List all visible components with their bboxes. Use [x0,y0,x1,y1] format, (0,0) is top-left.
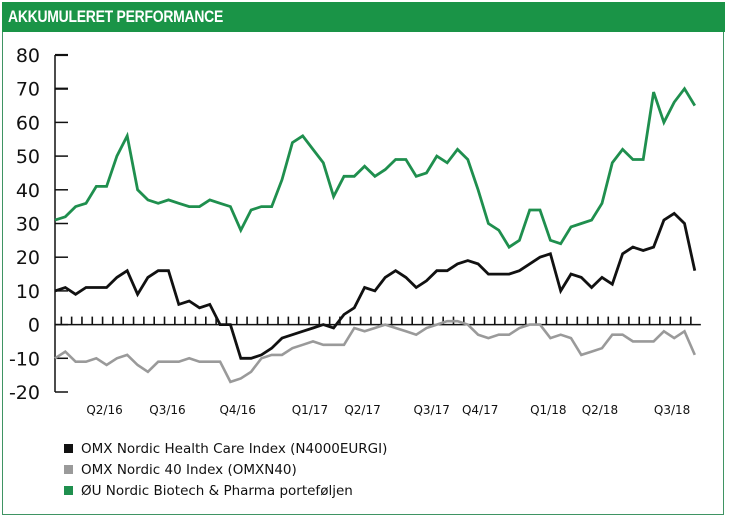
y-tick-label: 70 [16,79,40,101]
y-tick-label: -10 [9,348,40,370]
x-tick-label: Q2/16 [86,403,122,417]
legend-label-omx40: OMX Nordic 40 Index (OMXN40) [81,461,297,478]
x-tick-label: Q3/17 [413,403,449,417]
legend-item-omx40: OMX Nordic 40 Index (OMXN40) [64,459,387,480]
legend-item-health-care: OMX Nordic Health Care Index (N4000EURGI… [64,438,387,459]
x-tick-label: Q2/18 [582,403,618,417]
y-tick-label: 80 [16,45,40,67]
y-tick-label: 10 [16,281,40,303]
x-tick-label: Q2/17 [344,403,380,417]
y-tick-label: 60 [16,112,40,134]
chart-title: AKKUMULERET PERFORMANCE [8,7,224,26]
chart-header: AKKUMULERET PERFORMANCE [2,2,725,32]
series-line-omx40 [54,319,696,384]
x-tick-label: Q3/18 [654,403,690,417]
series-line-health-care [54,211,697,360]
legend-swatch-biotech [64,486,73,495]
x-tick-label: Q3/16 [149,403,185,417]
x-tick-label: Q4/17 [462,403,498,417]
y-tick-label: 40 [16,180,40,202]
legend-label-health-care: OMX Nordic Health Care Index (N4000EURGI… [81,440,388,457]
y-tick-label: 20 [16,247,40,269]
legend: OMX Nordic Health Care Index (N4000EURGI… [64,438,387,501]
y-tick-label: -20 [9,382,40,404]
series-line-biotech [54,86,696,250]
x-tick-label: Q1/18 [530,403,566,417]
legend-swatch-health-care [64,444,73,453]
legend-item-biotech: ØU Nordic Biotech & Pharma porteføljen [64,480,387,501]
x-tick-label: Q4/16 [219,403,255,417]
legend-swatch-omx40 [64,465,73,474]
y-tick-label: 50 [16,146,40,168]
legend-label-biotech: ØU Nordic Biotech & Pharma porteføljen [81,482,353,499]
x-tick-label: Q1/17 [292,403,328,417]
y-tick-label: 30 [16,214,40,236]
y-tick-label: 0 [28,315,40,337]
